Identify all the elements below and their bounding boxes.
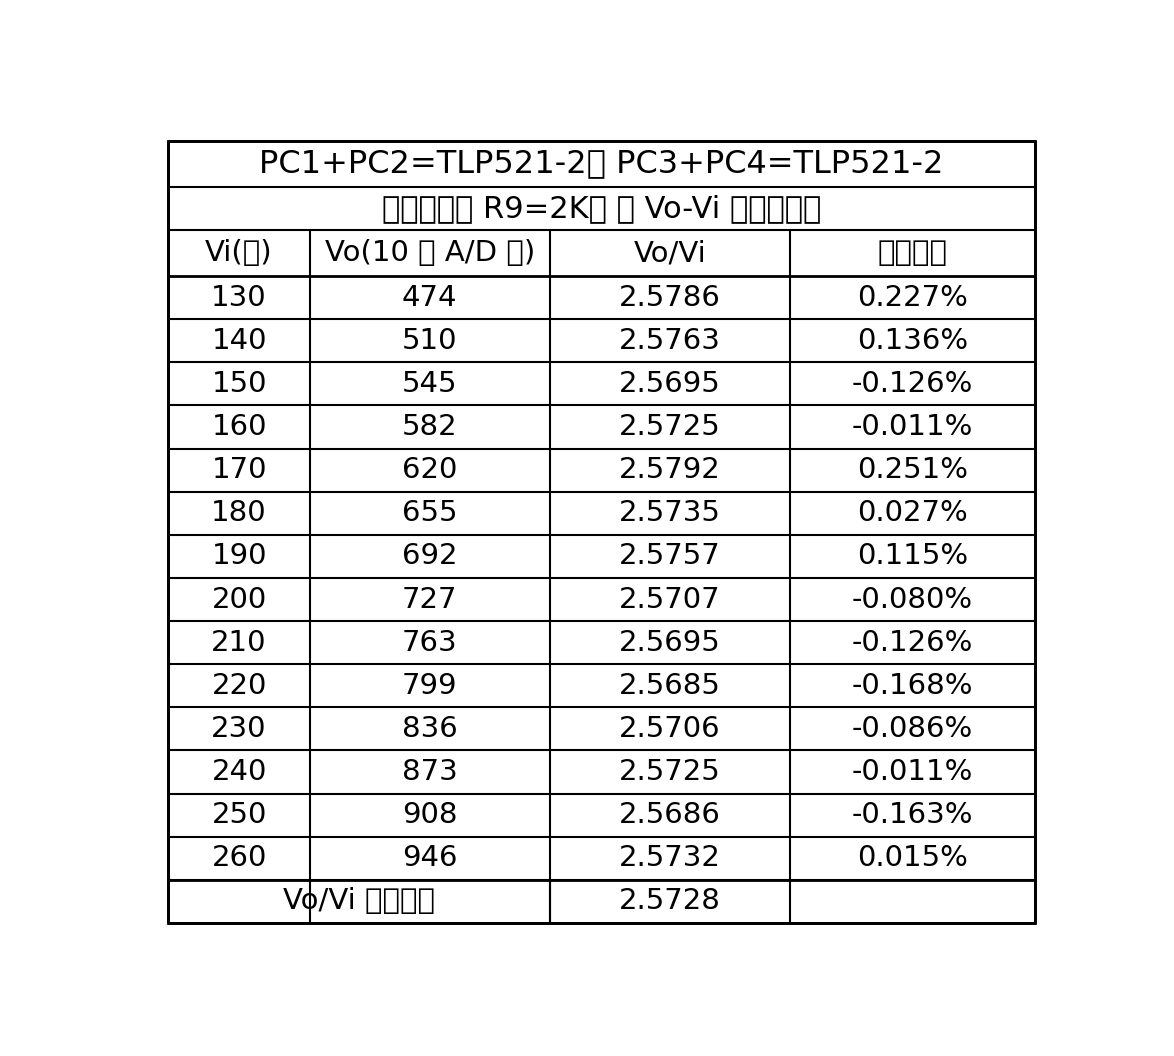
Text: PC1+PC2=TLP521-2， PC3+PC4=TLP521-2: PC1+PC2=TLP521-2， PC3+PC4=TLP521-2 (259, 148, 944, 180)
Text: 190: 190 (211, 543, 266, 570)
Text: 727: 727 (402, 585, 458, 614)
Text: 2.5706: 2.5706 (619, 715, 721, 742)
Text: 655: 655 (402, 499, 458, 527)
Text: 2.5792: 2.5792 (619, 456, 721, 484)
Text: 250: 250 (211, 802, 266, 829)
Text: 2.5707: 2.5707 (619, 585, 721, 614)
Text: -0.011%: -0.011% (851, 413, 973, 441)
Text: 474: 474 (402, 284, 458, 312)
Text: 2.5732: 2.5732 (619, 844, 721, 872)
Text: 2.5725: 2.5725 (619, 758, 721, 786)
Text: 0.027%: 0.027% (857, 499, 967, 527)
Text: Vo(10 位 A/D 值): Vo(10 位 A/D 值) (324, 239, 535, 267)
Text: 调节电位器 R9=2K， 使 Vo-Vi 呈线性关系: 调节电位器 R9=2K， 使 Vo-Vi 呈线性关系 (382, 194, 822, 223)
Text: 0.227%: 0.227% (857, 284, 967, 312)
Text: 220: 220 (211, 672, 266, 700)
Text: 763: 763 (402, 628, 458, 657)
Text: 836: 836 (402, 715, 458, 742)
Text: -0.011%: -0.011% (851, 758, 973, 786)
Text: Vi(伏): Vi(伏) (205, 239, 272, 267)
Text: 510: 510 (402, 326, 458, 355)
Text: 2.5786: 2.5786 (619, 284, 721, 312)
Text: 2.5763: 2.5763 (619, 326, 721, 355)
Text: 2.5728: 2.5728 (619, 887, 721, 916)
Text: 2.5695: 2.5695 (619, 370, 721, 398)
Text: -0.126%: -0.126% (851, 370, 973, 398)
Text: -0.086%: -0.086% (851, 715, 973, 742)
Text: 545: 545 (402, 370, 458, 398)
Text: 799: 799 (402, 672, 458, 700)
Text: 130: 130 (211, 284, 266, 312)
Text: -0.168%: -0.168% (851, 672, 973, 700)
Text: 260: 260 (211, 844, 266, 872)
Text: 2.5735: 2.5735 (619, 499, 721, 527)
Text: 2.5686: 2.5686 (619, 802, 721, 829)
Text: 180: 180 (211, 499, 266, 527)
Text: 582: 582 (402, 413, 458, 441)
Text: 0.115%: 0.115% (857, 543, 967, 570)
Text: -0.163%: -0.163% (851, 802, 973, 829)
Text: -0.126%: -0.126% (851, 628, 973, 657)
Text: 908: 908 (402, 802, 458, 829)
Text: 150: 150 (211, 370, 266, 398)
Text: 210: 210 (211, 628, 266, 657)
Text: Vo/Vi: Vo/Vi (633, 239, 706, 267)
Text: 2.5725: 2.5725 (619, 413, 721, 441)
Text: -0.080%: -0.080% (851, 585, 973, 614)
Text: 160: 160 (211, 413, 266, 441)
Text: 2.5695: 2.5695 (619, 628, 721, 657)
Text: 230: 230 (211, 715, 266, 742)
Text: 0.015%: 0.015% (857, 844, 967, 872)
Text: 2.5757: 2.5757 (619, 543, 721, 570)
Text: 200: 200 (211, 585, 266, 614)
Text: 140: 140 (211, 326, 266, 355)
Text: 240: 240 (211, 758, 266, 786)
Text: 873: 873 (402, 758, 458, 786)
Text: 0.251%: 0.251% (857, 456, 967, 484)
Text: 绝对误差: 绝对误差 (877, 239, 947, 267)
Text: 946: 946 (402, 844, 458, 872)
Text: 170: 170 (211, 456, 266, 484)
Text: 692: 692 (402, 543, 458, 570)
Text: 0.136%: 0.136% (857, 326, 967, 355)
Text: Vo/Vi 的平均值: Vo/Vi 的平均值 (283, 887, 436, 916)
Text: 2.5685: 2.5685 (619, 672, 721, 700)
Text: 620: 620 (402, 456, 458, 484)
